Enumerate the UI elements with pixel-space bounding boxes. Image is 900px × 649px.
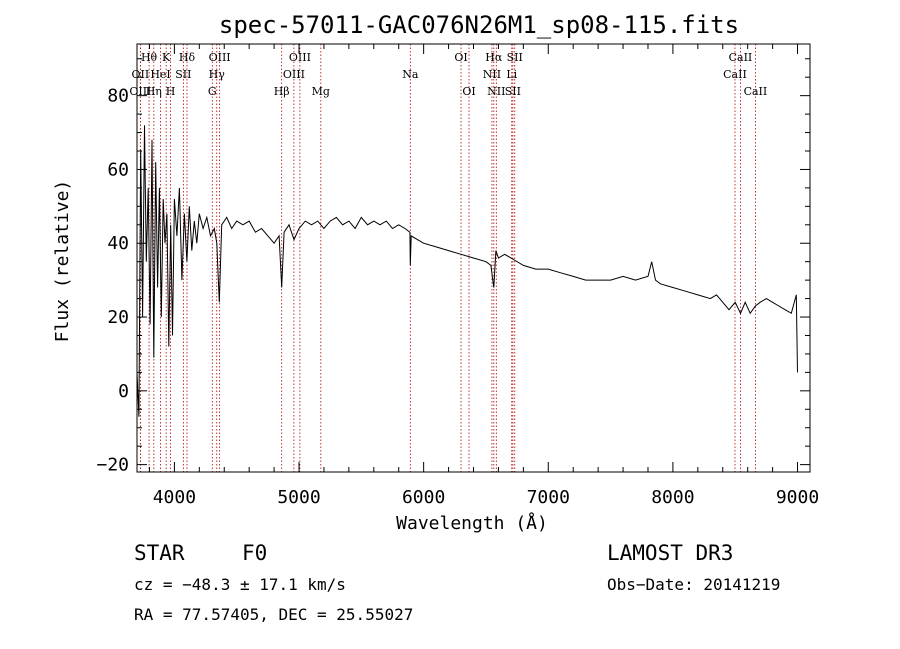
observation-date: Obs−Date: 20141219	[607, 575, 780, 594]
line-label-15: Mg	[312, 85, 330, 98]
line-label-22: Li	[506, 68, 517, 81]
emission-lines	[139, 44, 756, 472]
object-subclass: F0	[242, 541, 267, 565]
y-tick-label: 40	[107, 233, 129, 254]
line-label-8: H	[166, 85, 176, 98]
line-label-5: Hη	[146, 85, 162, 98]
line-label-7: SII	[175, 68, 191, 81]
line-label-9: OIII	[209, 51, 231, 64]
line-label-12: OIII	[289, 51, 311, 64]
y-tick-label: −20	[96, 455, 129, 476]
y-tick-label: 80	[107, 86, 129, 107]
line-label-4: HeI	[150, 68, 170, 81]
y-tick-label: 60	[107, 159, 129, 180]
line-label-16: Na	[402, 68, 419, 81]
line-label-2: OIII	[129, 85, 151, 98]
line-label-11: G	[208, 85, 217, 98]
line-label-24: SII	[505, 85, 521, 98]
spectrum-line	[136, 125, 798, 417]
line-label-20: SII	[507, 51, 523, 64]
line-label-1: OII	[132, 68, 150, 81]
line-label-18: OI	[462, 85, 475, 98]
line-label-23: NII	[487, 85, 505, 98]
y-axis-label: Flux (relative)	[52, 180, 73, 343]
line-label-13: OIII	[283, 68, 305, 81]
line-labels: Hθ OII OIII K HeI Hη Hδ SII H OIII Hγ G OIII OIII Hβ Mg…	[129, 51, 767, 98]
y-tick-label: 20	[107, 307, 129, 328]
redshift-cz: cz = −48.3 ± 17.1 km/s	[134, 575, 346, 594]
x-axis-label: Wavelength (Å)	[396, 512, 548, 534]
x-tick-label: 5000	[277, 487, 320, 508]
line-label-0: Hθ	[141, 51, 158, 64]
line-label-3: K	[162, 51, 171, 64]
survey-name: LAMOST DR3	[607, 541, 733, 565]
x-tick-label: 6000	[402, 487, 445, 508]
x-tick-label: 7000	[527, 487, 570, 508]
object-class: STAR	[134, 541, 185, 565]
x-tick-label: 8000	[651, 487, 694, 508]
line-label-10: Hγ	[209, 68, 226, 81]
ra-dec: RA = 77.57405, DEC = 25.55027	[134, 605, 413, 624]
line-label-6: Hδ	[179, 51, 196, 64]
axis-tick-labels: 4000 5000 6000 7000 8000 9000 −20 0 20 40 60 80	[96, 86, 819, 508]
line-label-21: NII	[483, 68, 501, 81]
line-label-25: CaII	[729, 51, 753, 64]
x-tick-label: 9000	[776, 487, 819, 508]
x-tick-label: 4000	[153, 487, 196, 508]
line-label-27: CaII	[744, 85, 768, 98]
line-label-17: OI	[454, 51, 467, 64]
line-label-19: Hα	[485, 51, 503, 64]
axis-ticks	[137, 44, 810, 472]
y-tick-label: 0	[118, 381, 129, 402]
line-label-14: Hβ	[274, 85, 290, 98]
line-label-26: CaII	[723, 68, 747, 81]
chart-title: spec-57011-GAC076N26M1_sp08-115.fits	[219, 11, 739, 39]
